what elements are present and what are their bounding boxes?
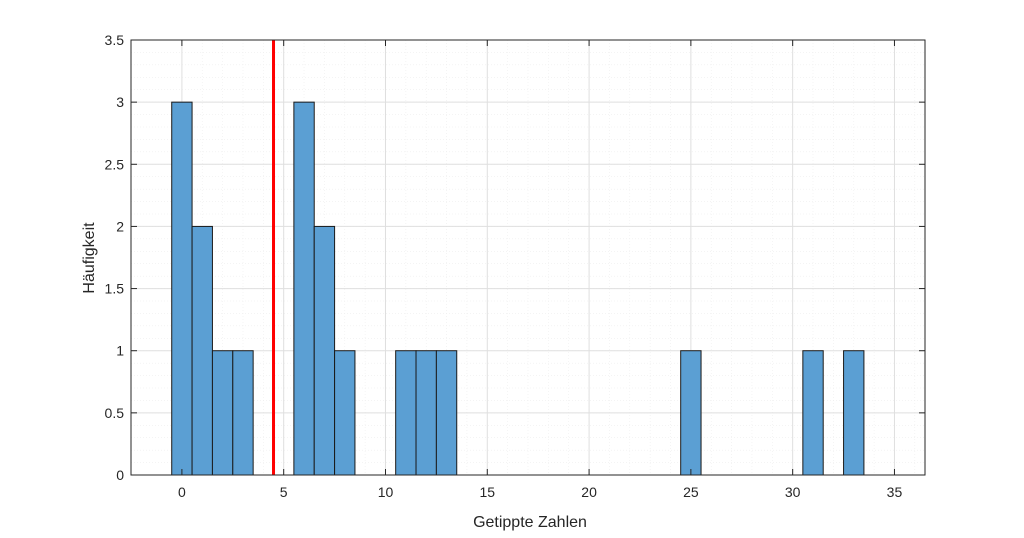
histogram-bar — [171, 101, 193, 476]
y-tick-label: 2 — [116, 218, 124, 234]
histogram-bar — [802, 350, 824, 476]
x-axis-title: Getippte Zahlen — [473, 514, 587, 531]
x-tick-label: 20 — [581, 484, 597, 500]
histogram-bar — [415, 350, 437, 476]
label-layer: 0 5 10 15 20 25 30 35 0 0.5 1 1.5 2 2.5 3 3.5 — [105, 32, 903, 500]
histogram-bar — [334, 350, 356, 476]
histogram-bar — [191, 225, 213, 476]
axis-layer — [130, 39, 926, 476]
y-tick-label: 3.5 — [105, 32, 125, 48]
histogram-bar — [435, 350, 458, 476]
y-tick-label: 3 — [116, 94, 124, 110]
bar-layer — [171, 101, 865, 476]
histogram-bar — [680, 350, 702, 476]
y-axis-title: Häufigkeit — [81, 222, 98, 294]
y-tick-label: 0.5 — [105, 405, 125, 421]
x-tick-label: 5 — [280, 484, 288, 500]
x-tick-label: 30 — [785, 484, 801, 500]
y-tick-label: 1 — [116, 343, 124, 359]
x-tick-label: 35 — [887, 484, 903, 500]
histogram-bar — [211, 350, 234, 476]
histogram-bar — [232, 350, 254, 476]
histogram-bar — [843, 350, 865, 476]
y-tick-label: 0 — [116, 467, 124, 483]
x-tick-label: 25 — [683, 484, 699, 500]
y-tick-label: 2.5 — [105, 156, 125, 172]
x-tick-label: 10 — [378, 484, 394, 500]
axes-box — [130, 39, 926, 476]
histogram-bar — [293, 101, 315, 476]
x-tick-label: 0 — [178, 484, 186, 500]
y-tick-label: 1.5 — [105, 281, 125, 297]
histogram-bar — [313, 225, 336, 476]
x-tick-label: 15 — [479, 484, 495, 500]
histogram-bar — [395, 350, 417, 476]
